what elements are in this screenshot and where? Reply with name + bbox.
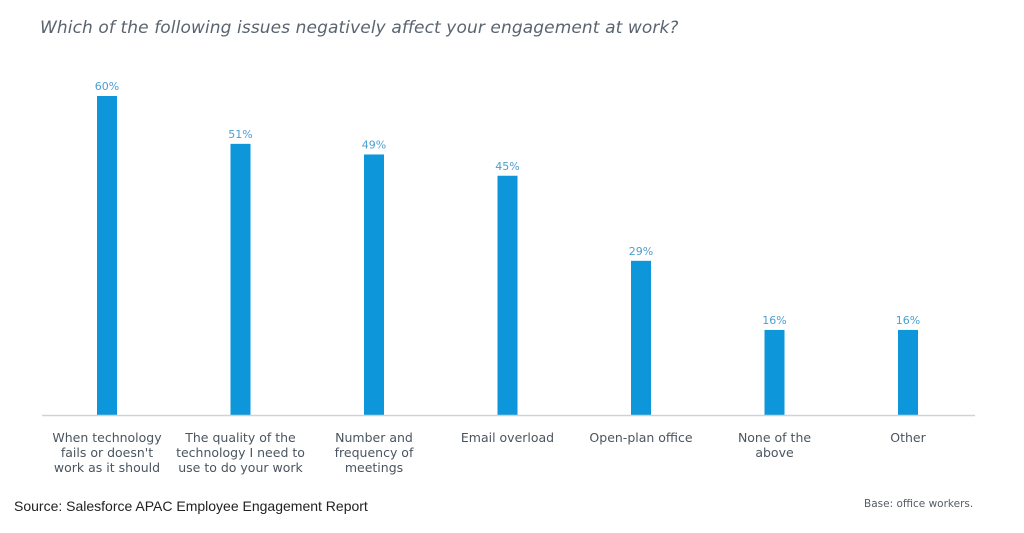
category-label-5: None of the above (738, 430, 811, 460)
category-label-6: Other (890, 430, 926, 445)
bar-5 (764, 329, 785, 415)
category-label-2: Number and frequency of meetings (335, 430, 414, 475)
labels-group: 60% When technology fails or doesn't work a… (52, 80, 926, 475)
category-label-3: Email overload (461, 430, 554, 445)
value-label-5: 16% (762, 314, 786, 327)
value-label-0: 60% (95, 80, 119, 93)
value-label-3: 45% (495, 160, 519, 173)
bar-3 (497, 175, 518, 415)
bar-1 (230, 143, 251, 415)
bar-2 (364, 154, 384, 415)
chart-title: Which of the following issues negatively… (40, 18, 679, 38)
bar-0 (97, 96, 117, 415)
value-label-4: 29% (629, 245, 653, 258)
source-note: Source: Salesforce APAC Employee Engagem… (14, 498, 368, 514)
bar-4 (631, 260, 651, 415)
bars-group (97, 96, 918, 415)
value-label-2: 49% (362, 138, 386, 151)
value-label-6: 16% (896, 314, 920, 327)
category-label-0: When technology fails or doesn't work as i… (52, 430, 162, 475)
base-note: Base: office workers. (864, 498, 974, 510)
bar-6 (898, 329, 918, 415)
category-label-1: The quality of the technology I need to us… (176, 430, 305, 475)
category-label-4: Open-plan office (589, 430, 692, 445)
value-label-1: 51% (228, 128, 252, 141)
